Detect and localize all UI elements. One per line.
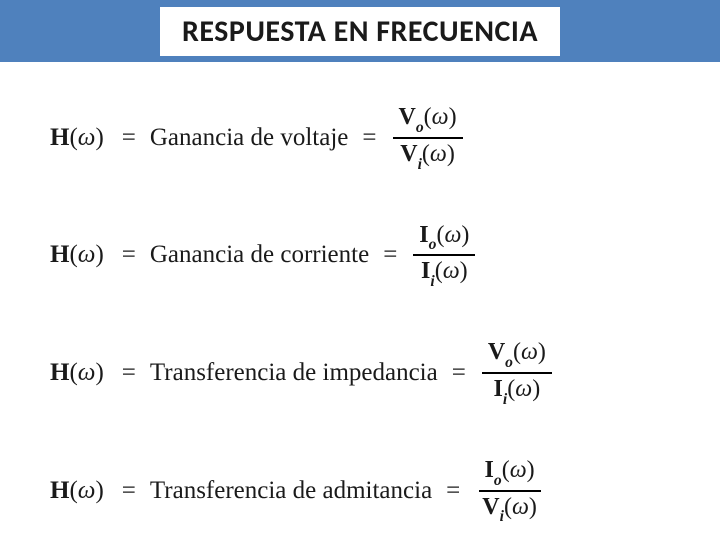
lhs-symbol: H	[50, 477, 69, 504]
numerator: Io(ω)	[479, 455, 541, 492]
num-subscript: o	[494, 472, 502, 489]
den-subscript: i	[430, 273, 434, 290]
eq-lhs: H(ω)	[50, 359, 104, 387]
numerator: Vo(ω)	[393, 102, 463, 139]
denominator: Vi(ω)	[476, 492, 543, 527]
lhs-arg: ω	[78, 359, 96, 386]
fraction: Vo(ω) Ii(ω)	[482, 337, 552, 409]
den-symbol: I	[494, 376, 503, 402]
num-arg: ω	[444, 222, 461, 248]
eq-label: Transferencia de admitancia	[150, 477, 432, 505]
lhs-symbol: H	[50, 359, 69, 386]
lhs-arg: ω	[78, 124, 96, 151]
den-arg: ω	[515, 376, 532, 402]
equation-row: H(ω) = Transferencia de impedancia = Vo(…	[50, 337, 670, 409]
numerator: Io(ω)	[413, 220, 475, 257]
equals-sign: =	[383, 241, 397, 269]
num-arg: ω	[521, 339, 538, 365]
eq-lhs: H(ω)	[50, 477, 104, 505]
page-title: RESPUESTA EN FRECUENCIA	[160, 7, 560, 56]
denominator: Vi(ω)	[394, 139, 461, 174]
equals-sign: =	[122, 359, 136, 387]
equals-sign: =	[362, 124, 376, 152]
fraction: Io(ω) Ii(ω)	[413, 220, 475, 292]
lhs-symbol: H	[50, 124, 69, 151]
numerator: Vo(ω)	[482, 337, 552, 374]
fraction: Io(ω) Vi(ω)	[476, 455, 543, 527]
eq-lhs: H(ω)	[50, 124, 104, 152]
num-subscript: o	[505, 354, 513, 371]
lhs-arg: ω	[78, 241, 96, 268]
num-arg: ω	[432, 104, 449, 130]
den-symbol: V	[482, 494, 499, 520]
equals-sign: =	[452, 359, 466, 387]
lhs-symbol: H	[50, 241, 69, 268]
denominator: Ii(ω)	[488, 374, 547, 409]
equals-sign: =	[122, 241, 136, 269]
equations-content: H(ω) = Ganancia de voltaje = Vo(ω) Vi(ω)…	[0, 62, 720, 526]
fraction: Vo(ω) Vi(ω)	[393, 102, 463, 174]
den-subscript: i	[503, 391, 507, 408]
denominator: Ii(ω)	[415, 256, 474, 291]
equals-sign: =	[122, 477, 136, 505]
equation-row: H(ω) = Transferencia de admitancia = Io(…	[50, 455, 670, 527]
num-subscript: o	[429, 236, 437, 253]
equation-row: H(ω) = Ganancia de voltaje = Vo(ω) Vi(ω)	[50, 102, 670, 174]
eq-label: Transferencia de impedancia	[150, 359, 438, 387]
num-subscript: o	[416, 119, 424, 136]
equation-row: H(ω) = Ganancia de corriente = Io(ω) Ii(…	[50, 220, 670, 292]
den-subscript: i	[418, 156, 422, 173]
num-symbol: V	[399, 104, 416, 130]
den-arg: ω	[512, 494, 529, 520]
equals-sign: =	[122, 124, 136, 152]
num-arg: ω	[510, 457, 527, 483]
den-symbol: V	[400, 141, 417, 167]
num-symbol: V	[488, 339, 505, 365]
lhs-arg: ω	[78, 477, 96, 504]
num-symbol: I	[419, 222, 428, 248]
equals-sign: =	[446, 477, 460, 505]
num-symbol: I	[485, 457, 494, 483]
eq-label: Ganancia de voltaje	[150, 124, 349, 152]
header-bar: RESPUESTA EN FRECUENCIA	[0, 0, 720, 62]
den-symbol: I	[421, 258, 430, 284]
den-subscript: i	[500, 508, 504, 525]
den-arg: ω	[430, 141, 447, 167]
eq-lhs: H(ω)	[50, 241, 104, 269]
eq-label: Ganancia de corriente	[150, 241, 369, 269]
den-arg: ω	[443, 258, 460, 284]
